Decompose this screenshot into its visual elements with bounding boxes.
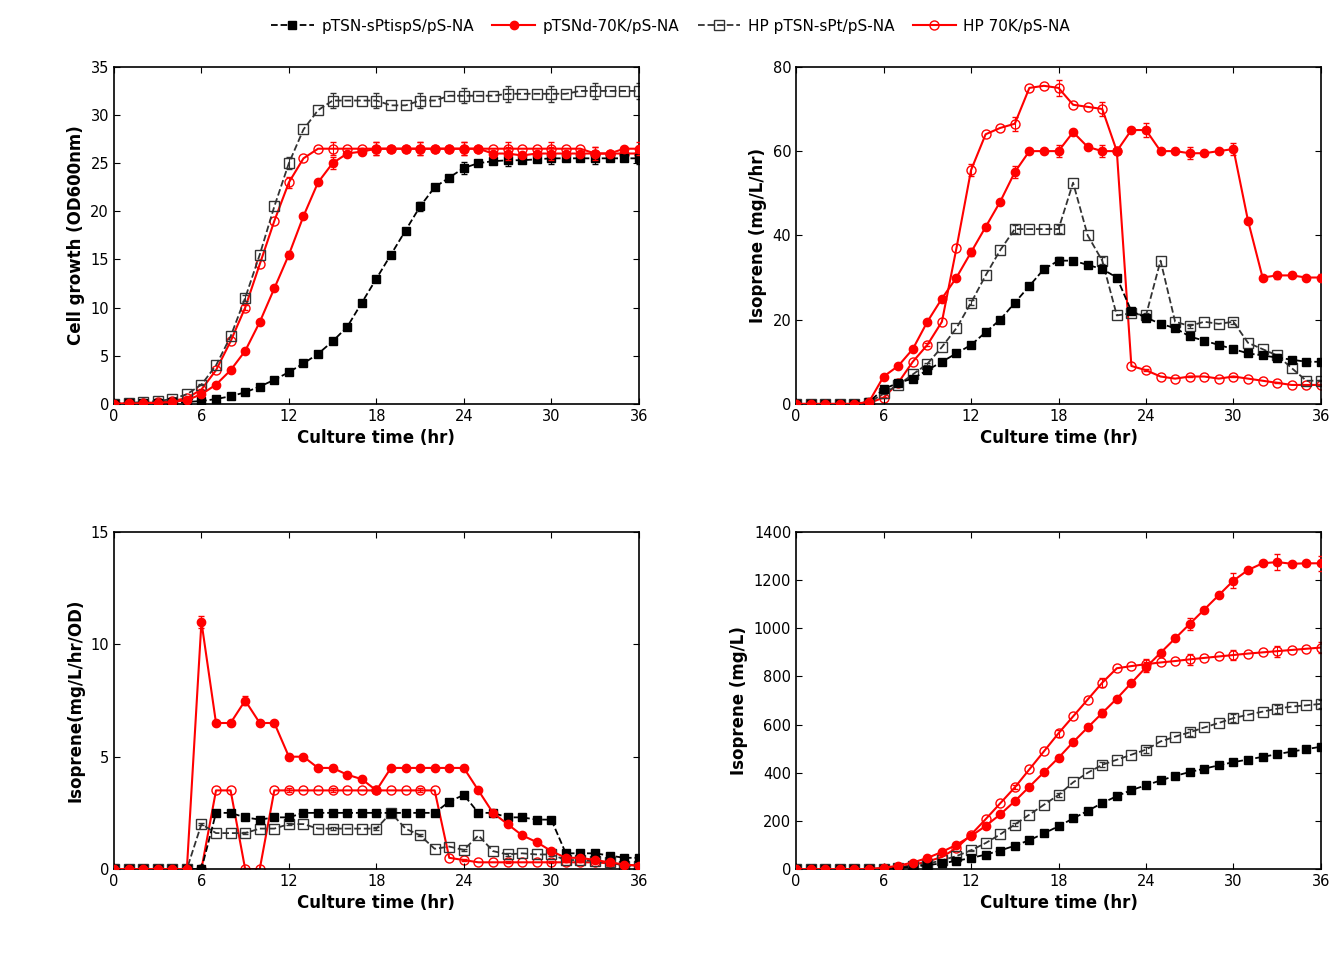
Y-axis label: Isoprene (mg/L/hr): Isoprene (mg/L/hr): [750, 148, 767, 323]
Y-axis label: Isoprene (mg/L): Isoprene (mg/L): [731, 626, 748, 775]
X-axis label: Culture time (hr): Culture time (hr): [298, 895, 456, 912]
X-axis label: Culture time (hr): Culture time (hr): [979, 430, 1137, 447]
X-axis label: Culture time (hr): Culture time (hr): [298, 430, 456, 447]
X-axis label: Culture time (hr): Culture time (hr): [979, 895, 1137, 912]
Legend: pTSN-sPtispS/pS-NA, pTSNd-70K/pS-NA, HP pTSN-sPt/pS-NA, HP 70K/pS-NA: pTSN-sPtispS/pS-NA, pTSNd-70K/pS-NA, HP …: [264, 12, 1077, 40]
Y-axis label: Isoprene(mg/L/hr/OD): Isoprene(mg/L/hr/OD): [67, 599, 84, 802]
Y-axis label: Cell growth (OD600nm): Cell growth (OD600nm): [67, 125, 84, 346]
